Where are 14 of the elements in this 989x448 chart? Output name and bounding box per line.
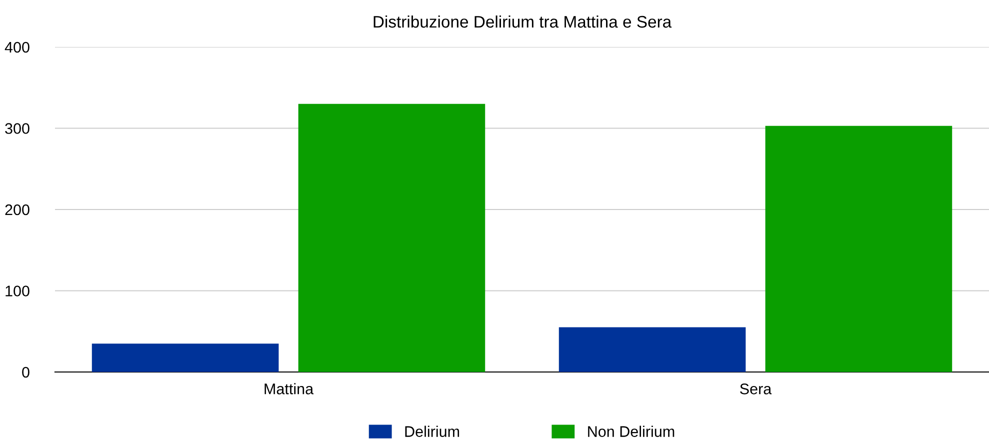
bar <box>298 104 486 372</box>
bar <box>92 344 279 372</box>
y-tick-label: 400 <box>4 42 30 53</box>
y-tick-label: 300 <box>5 123 30 134</box>
chart-title: Distribuzione Delirium tra Mattina e Sera <box>374 15 672 28</box>
y-tick-label: 100 <box>6 286 30 296</box>
bar <box>765 126 952 372</box>
bar <box>558 327 746 372</box>
legend-label: Non Delirium <box>588 426 674 437</box>
x-tick-label: Sera <box>740 384 772 394</box>
y-tick-label: 0 <box>22 366 30 378</box>
y-tick-label: 200 <box>5 204 30 216</box>
x-tick-label: Mattina <box>264 383 314 394</box>
legend-label: Delirium <box>405 426 460 437</box>
